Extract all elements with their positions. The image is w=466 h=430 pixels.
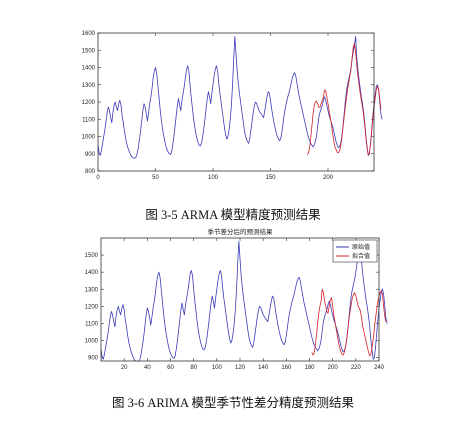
- x-tick-label: 150: [265, 175, 276, 181]
- x-tick-label: 100: [208, 175, 219, 181]
- x-tick-label: 20: [121, 365, 128, 371]
- x-tick-label: 180: [304, 365, 315, 371]
- y-tick-label: 900: [88, 356, 99, 362]
- figure-caption-1: 图 3-5 ARMA 模型精度预测结果: [145, 208, 321, 222]
- y-tick-labels: 800 900 1000 1100 1200 1300 1400 1500 1600: [82, 31, 96, 175]
- series-line-actual: [100, 241, 388, 362]
- y-tick-label: 800: [85, 169, 96, 175]
- x-tick-labels: 20 40 60 80 100 120 140 160 180 200 220 240: [121, 365, 385, 371]
- y-tick-label: 1100: [85, 321, 99, 327]
- y-tick-label: 1600: [82, 31, 96, 37]
- series-line-predicted: [311, 288, 387, 357]
- y-tick-label: 1500: [85, 253, 99, 259]
- series-line-actual: [97, 36, 383, 159]
- x-tick-label: 200: [328, 365, 339, 371]
- y-tick-label: 900: [85, 152, 96, 158]
- x-tick-label: 140: [258, 365, 269, 371]
- y-tick-label: 1300: [85, 287, 99, 293]
- y-tick-label: 1100: [82, 117, 96, 123]
- plot-frame: [100, 237, 380, 362]
- plot-frame: [97, 32, 375, 172]
- legend-label: 原始值: [352, 243, 370, 251]
- legend-label: 拟合值: [352, 252, 370, 260]
- y-tick-label: 1400: [85, 270, 99, 276]
- plot-lines: [100, 241, 388, 362]
- x-tick-label: 40: [144, 365, 151, 371]
- figure-caption-2: 图 3-6 ARIMA 模型季节性差分精度预测结果: [111, 396, 355, 410]
- plot-lines: [97, 36, 383, 159]
- y-tick-label: 1200: [82, 100, 96, 106]
- x-tick-label: 120: [235, 365, 246, 371]
- chart-title: 季节差分后的预测结果: [208, 227, 274, 236]
- x-tick-label: 60: [167, 365, 174, 371]
- y-tick-label: 1300: [82, 83, 96, 89]
- y-tick-label: 1500: [82, 48, 96, 54]
- y-tick-label: 1200: [85, 304, 99, 310]
- x-tick-label: 50: [152, 175, 159, 181]
- x-tick-label: 200: [323, 175, 334, 181]
- chart-arma: 800 900 1000 1100 1200 1300 1400 1500 1600 0 50 10…: [82, 31, 383, 181]
- x-tick-label: 160: [281, 365, 292, 371]
- chart-arima: 季节差分后的预测结果 900 1000 1100 1200 1300 1400 1500 2…: [85, 227, 388, 371]
- x-tick-label: 240: [374, 365, 385, 371]
- series-line-predicted: [306, 42, 382, 156]
- x-tick-labels: 0 50 100 150 200: [96, 175, 333, 181]
- x-tick-label: 220: [351, 365, 362, 371]
- x-tick-label: 0: [96, 175, 100, 181]
- y-tick-label: 1400: [82, 66, 96, 72]
- y-tick-label: 1000: [85, 339, 99, 345]
- x-tick-label: 80: [190, 365, 197, 371]
- y-tick-label: 1000: [82, 135, 96, 141]
- y-tick-labels: 900 1000 1100 1200 1300 1400 1500: [85, 253, 99, 361]
- x-tick-label: 100: [212, 365, 223, 371]
